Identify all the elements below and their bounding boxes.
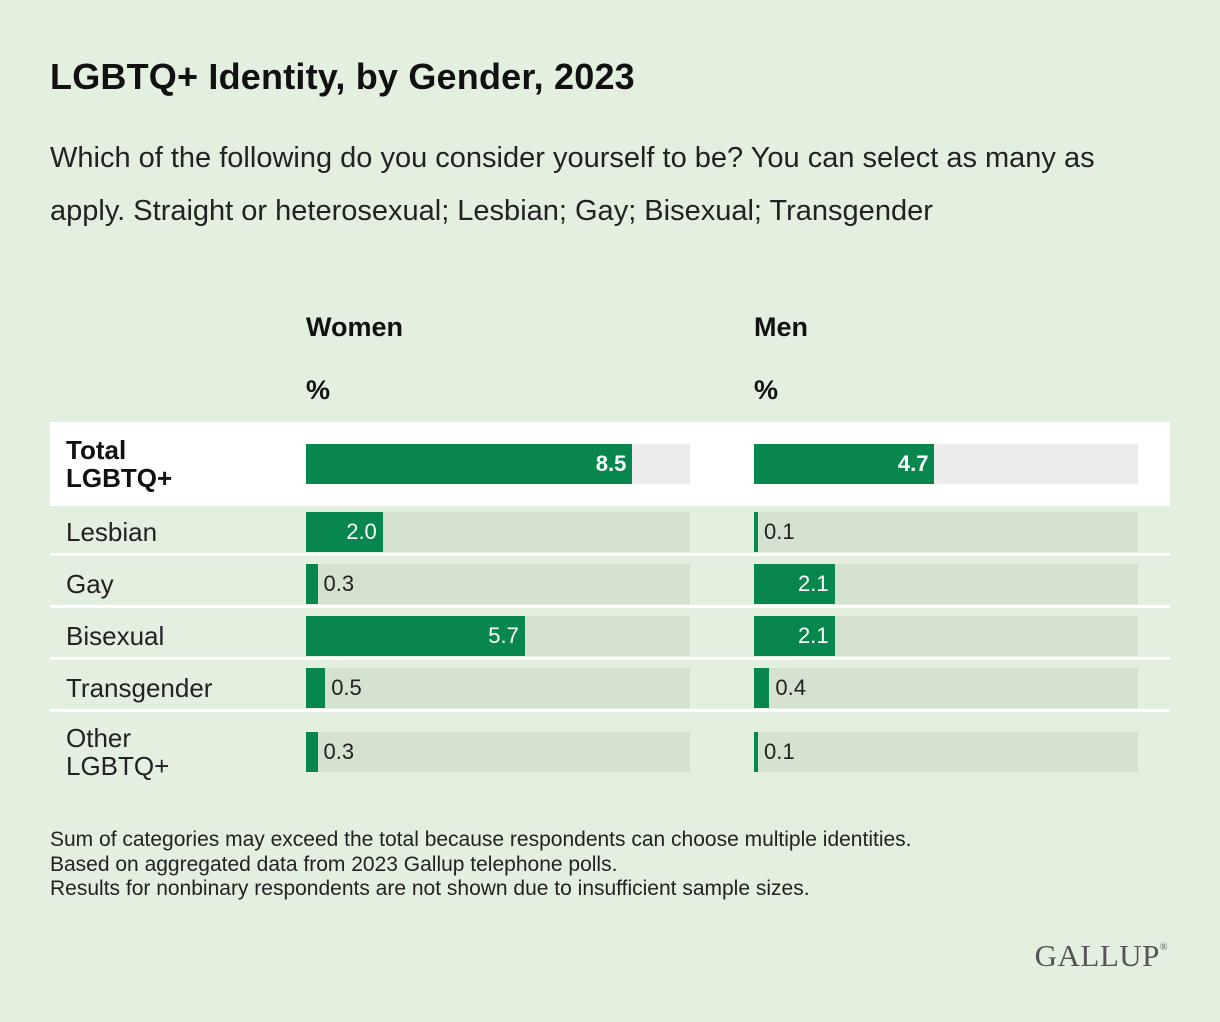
row-label-line: LGBTQ+ [66,463,173,493]
chart-subtitle: Which of the following do you consider y… [50,142,1095,227]
data-label: 2.1 [798,623,829,648]
note-line: Based on aggregated data from 2023 Gallu… [50,852,618,876]
bar [754,732,758,772]
row-label: Gay [66,570,114,598]
row-label-line: Total [66,435,127,465]
row-label-line: Transgender [66,673,213,703]
row-divider [50,553,1170,556]
row-label-line: Bisexual [66,621,165,651]
gallup-logo: GALLUP® [1035,938,1168,974]
data-label: 2.0 [346,519,377,544]
data-label: 4.7 [897,451,929,476]
row-label-line: Other [66,723,132,753]
data-label: 5.7 [488,623,519,648]
row-label: Other LGBTQ+ [66,724,169,780]
category-row: Gay 0.3 2.1 [50,559,1170,608]
bar [306,444,633,484]
category-row: Lesbian 2.0 0.1 [50,507,1170,556]
data-label: 0.4 [775,675,806,700]
data-label: 8.5 [595,451,627,476]
category-row: Other LGBTQ+ 0.3 0.1 [50,715,1170,788]
category-row: Transgender 0.5 0.4 [50,663,1170,712]
column-header-men: Men [754,312,808,342]
bar [754,512,758,552]
data-label: 2.1 [798,571,829,596]
data-label: 0.3 [323,739,355,764]
bar-track: 4.7 [754,444,1138,484]
data-label: 0.1 [764,739,795,764]
row-divider [50,657,1170,660]
bar [306,512,383,552]
bar-track: 0.3 [306,732,690,772]
bar [754,668,770,708]
row-divider [50,709,1170,712]
note-line: Sum of categories may exceed the total b… [50,828,912,851]
row-label: Lesbian [66,518,157,546]
unit-label-women: % [306,375,331,405]
column-header-women: Women [306,312,404,342]
bar-track: 0.1 [754,512,1138,552]
row-label: Transgender [66,674,212,702]
data-label: 0.5 [331,675,362,700]
row-divider [50,605,1170,608]
row-label: Total LGBTQ+ [66,436,172,492]
category-row: Bisexual 5.7 2.1 [50,611,1170,660]
data-label: 0.1 [764,519,795,544]
row-label-line: LGBTQ+ [66,751,170,781]
chart-notes: Sum of categories may exceed the total b… [50,828,912,902]
data-label: 0.3 [323,571,355,596]
bar [306,668,326,708]
logo-text: GALLUP [1034,938,1160,973]
row-label: Bisexual [66,622,164,650]
note-line: Results for nonbinary respondents are no… [50,877,810,900]
bar-track: 0.4 [754,668,1138,708]
bar [754,616,835,656]
bar [306,732,318,772]
unit-label-men: % [754,375,779,405]
bar-track: 0.5 [306,668,690,708]
row-label-line: Gay [66,569,114,599]
bar [306,616,525,656]
bar [306,564,318,604]
bar-track: 0.1 [754,732,1138,772]
row-label-line: Lesbian [66,517,158,547]
bar-track: 2.1 [754,616,1138,656]
bar [754,564,835,604]
registered-mark: ® [1159,942,1168,953]
bar-track: 0.3 [306,564,690,604]
bar-track: 2.0 [306,512,690,552]
bar-track: 5.7 [306,616,690,656]
bar-track: 2.1 [754,564,1138,604]
bar [754,444,935,484]
chart-title: LGBTQ+ Identity, by Gender, 2023 [50,56,635,97]
bar-track: 8.5 [306,444,690,484]
total-row: Total LGBTQ+ 8.5 4.7 [50,422,1170,506]
